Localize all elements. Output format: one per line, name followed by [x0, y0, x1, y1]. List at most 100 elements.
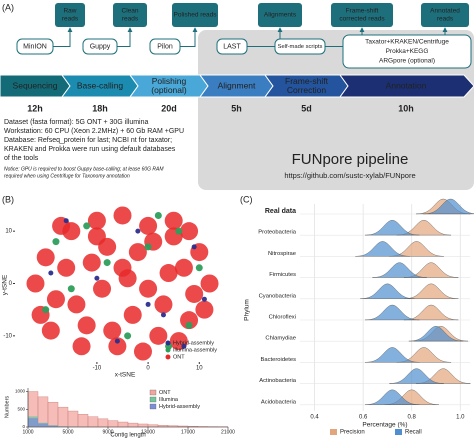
scatter-point [195, 300, 214, 319]
histogram-bar [87, 416, 99, 428]
y-tick-label: 1000 [15, 389, 26, 394]
legend-label: Precision [340, 430, 365, 436]
x-tick-label: 1000 [22, 429, 33, 435]
output-label: Annotated [430, 8, 460, 15]
scatter-point [63, 218, 69, 224]
scatter-point [174, 258, 193, 277]
ridge [365, 304, 420, 321]
legend-label: ONT [159, 390, 171, 396]
output-box [331, 3, 393, 27]
x-tick-label: 0 [146, 366, 150, 372]
stage-time: 18h [92, 103, 108, 113]
scatter-point [67, 295, 86, 314]
output-label: reads [62, 16, 79, 23]
box-title: FUNpore pipeline [292, 151, 409, 168]
histogram-bar [28, 418, 38, 427]
scatter-point [72, 337, 91, 356]
panel-label: (C) [240, 194, 253, 204]
tool-label: Prokka+KEGG [386, 48, 429, 55]
scatter-point [135, 228, 141, 234]
pipeline-box [198, 30, 474, 190]
stage-time: 12h [27, 103, 43, 113]
scatter-point [195, 264, 203, 272]
scatter-point [57, 258, 76, 277]
scatter-point [42, 306, 50, 314]
y-tick-label: Nitrospirae [268, 251, 296, 257]
legend-swatch [165, 347, 171, 353]
legend-label: Recall [405, 430, 422, 436]
scatter-point [180, 311, 199, 330]
output-label: Frame-shift [346, 8, 379, 15]
histogram-bar [48, 425, 58, 427]
stage-arrow [339, 74, 474, 98]
output-box [55, 3, 85, 27]
y-tick-label: -10 [3, 333, 12, 339]
scatter-point [175, 227, 183, 235]
scatter-point [144, 243, 152, 251]
ridge [408, 325, 464, 342]
legend-swatch [149, 396, 157, 403]
output-box [421, 3, 469, 27]
scatter-point [67, 285, 75, 293]
x-tick-label: 10 [196, 366, 203, 372]
tool-label: Taxator+KRAKEN/Centrifuge [365, 39, 449, 46]
legend-swatch [149, 403, 157, 410]
stage-label: Base-calling [77, 80, 124, 90]
scatter-point [201, 296, 207, 302]
output-box [258, 3, 302, 27]
note: KRAKEN and Prokka were run using default… [4, 146, 176, 153]
scatter-point [139, 216, 158, 235]
x-tick-label: 17000 [181, 429, 195, 435]
legend-label: ONT [173, 354, 185, 360]
scatter-point [139, 279, 158, 298]
legend-label: Illumina [159, 397, 179, 403]
x-axis-label: Contig length [110, 433, 145, 439]
x-tick-label: 5000 [62, 429, 73, 435]
stage-time: 5h [231, 103, 242, 113]
y-tick-label: Proteobacteria [258, 230, 296, 236]
scatter-point [145, 301, 151, 307]
scatter-point [128, 243, 147, 262]
panel-label: (A) [2, 2, 14, 12]
box-url: https://github.com/sustc-xylab/FUNpore [284, 171, 415, 180]
scatter-point [36, 248, 55, 267]
stage-label: Alignment [218, 80, 256, 90]
scatter-point [94, 275, 100, 281]
stage-time: 20d [161, 103, 177, 113]
output-label: Polished reads [174, 12, 218, 19]
ridge [372, 262, 427, 278]
y-tick-label: 0 [22, 424, 25, 429]
tool-label: ARGpore (optional) [379, 58, 435, 65]
scatter-point [185, 321, 193, 329]
ridge [365, 347, 420, 363]
tool-label: MinION [23, 43, 47, 50]
scatter-point [83, 222, 91, 230]
scatter-point [154, 211, 162, 219]
histogram-bar [97, 418, 109, 428]
scatter-point [26, 274, 45, 293]
scatter-point [200, 274, 219, 293]
y-tick-label: 10 [5, 229, 12, 235]
stage-label: Annotation [386, 80, 427, 90]
histogram-bar [147, 424, 159, 428]
legend-swatch [330, 429, 337, 435]
ridge [365, 389, 420, 405]
x-axis-label: Percentage (%) [362, 422, 407, 429]
note: of the tools [4, 155, 39, 162]
legend-label: Hybrid-assembly [173, 340, 214, 346]
tool-label: Guppy [90, 43, 111, 50]
histogram-bar [37, 396, 49, 428]
scatter-point [46, 290, 65, 309]
scatter-point [77, 316, 96, 335]
scatter-point [133, 342, 152, 361]
note: Database: Refseq_protein for last; NCBI … [4, 137, 172, 144]
y-tick-label: Chlamydiae [265, 336, 296, 342]
x-tick-label: 9000 [102, 429, 113, 435]
histogram-bar [117, 421, 129, 428]
output-label: reads [122, 16, 139, 23]
y-axis-label: y-tSNE [2, 274, 9, 295]
y-axis-label: Numbers [4, 396, 10, 419]
scatter-point [180, 222, 199, 241]
ridge [365, 219, 420, 236]
histogram-bar [77, 414, 89, 428]
